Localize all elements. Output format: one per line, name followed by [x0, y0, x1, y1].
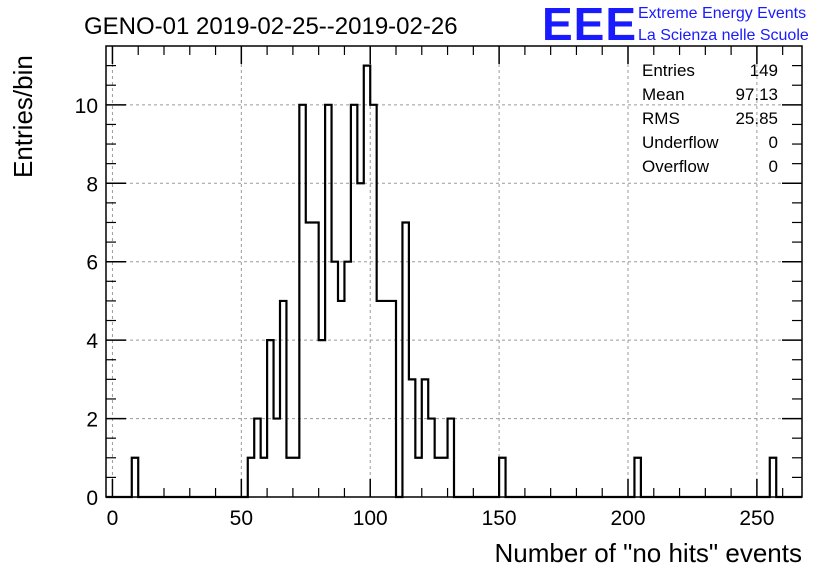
y-tick-label: 8 — [86, 173, 98, 196]
y-axis-title: Entries/bin — [8, 55, 38, 178]
stat-label: Underflow — [642, 133, 719, 152]
eee-logo-line1: Extreme Energy Events — [638, 5, 806, 22]
stat-label: Mean — [642, 85, 685, 104]
x-tick-labels: 0 50 100 150 200 250 — [107, 507, 775, 530]
y-tick-label: 6 — [86, 252, 98, 275]
stat-value: 0 — [769, 157, 778, 176]
stat-value: 0 — [769, 133, 778, 152]
y-tick-labels: 0 2 4 6 8 10 — [75, 95, 99, 510]
x-tick-label: 50 — [230, 507, 253, 530]
stat-value: 97.13 — [735, 85, 778, 104]
stat-label: Entries — [642, 61, 695, 80]
x-tick-label: 150 — [482, 507, 517, 530]
x-tick-label: 200 — [610, 507, 645, 530]
x-tick-label: 250 — [739, 507, 774, 530]
x-tick-label: 0 — [107, 507, 119, 530]
axis-ticks — [106, 46, 802, 498]
stat-label: RMS — [642, 109, 680, 128]
x-tick-label: 100 — [353, 507, 388, 530]
eee-logo-mark: EEE — [542, 0, 637, 50]
y-tick-label: 4 — [86, 330, 98, 353]
stat-value: 25.85 — [735, 109, 778, 128]
plot-frame — [105, 45, 803, 498]
stat-label: Overflow — [642, 157, 710, 176]
eee-logo: EEE Extreme Energy Events La Scienza nel… — [542, 0, 809, 50]
y-tick-label: 2 — [86, 409, 98, 432]
chart-title: GENO-01 2019-02-25--2019-02-26 — [84, 13, 458, 40]
y-tick-label: 0 — [86, 487, 98, 510]
stats-box: Entries 149 Mean 97.13 RMS 25.85 Underflow 0 Ove… — [642, 61, 778, 176]
x-axis-title: Number of "no hits" events — [495, 538, 803, 568]
y-tick-label: 10 — [75, 95, 98, 118]
histogram-outline — [106, 64, 802, 499]
eee-logo-line2: La Scienza nelle Scuole — [638, 27, 809, 44]
stat-value: 149 — [750, 61, 778, 80]
